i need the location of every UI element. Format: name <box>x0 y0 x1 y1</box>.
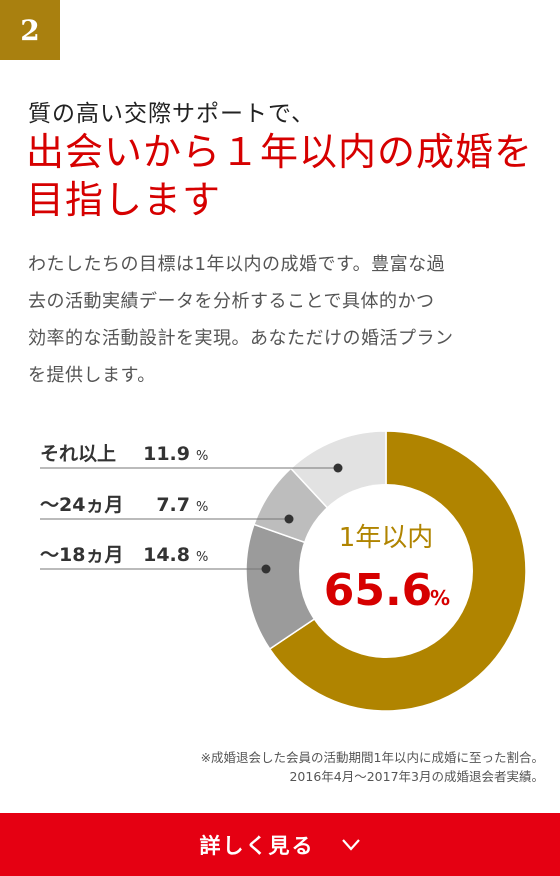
footnote-line: 2016年4月〜2017年3月の成婚退会者実績。 <box>289 769 544 784</box>
headline-line-2: 目指します <box>26 178 222 222</box>
description-line: わたしたちの目標は1年以内の成婚です。豊富な過 <box>28 254 446 275</box>
legend-value: 7.7 <box>156 494 190 516</box>
leader-dot <box>261 564 271 574</box>
description-line: 効率的な活動設計を実現。あなただけの婚活プラン <box>28 328 454 349</box>
legend-value: 14.8 <box>143 544 190 566</box>
legend-label: 〜18ヵ月 <box>40 544 123 566</box>
footnote-line: ※成婚退会した会員の活動期間1年以内に成婚に至った割合。 <box>200 750 544 765</box>
details-button[interactable]: 詳しく見る <box>0 813 560 876</box>
center-unit: % <box>430 586 450 610</box>
lead-heading: 質の高い交際サポートで、 <box>28 101 316 127</box>
legend-unit: % <box>196 500 208 515</box>
leader-dot <box>284 514 294 524</box>
donut-hole <box>299 484 473 658</box>
donut-chart: それ以上 11.9 % 〜24ヵ月 7.7 % 〜18ヵ月 14.8 % 1年以… <box>40 430 527 712</box>
legend-label: 〜24ヵ月 <box>40 494 123 516</box>
details-button-label: 詳しく見る <box>199 833 315 858</box>
legend-value: 11.9 <box>143 443 190 465</box>
section-number: 2 <box>20 13 40 47</box>
legend-item: 〜18ヵ月 14.8 % <box>40 544 271 574</box>
description-line: を提供します。 <box>28 365 156 386</box>
center-value: 65.6 <box>324 565 433 616</box>
legend-item: 〜24ヵ月 7.7 % <box>40 494 294 524</box>
legend-unit: % <box>196 550 208 565</box>
leader-dot <box>333 463 343 473</box>
legend-item: それ以上 11.9 % <box>40 443 343 473</box>
section-number-badge: 2 <box>0 0 60 60</box>
main-headline: 出会いから１年以内の成婚を 目指します <box>26 128 533 224</box>
legend-label: それ以上 <box>40 443 116 465</box>
headline-line-1: 出会いから１年以内の成婚を <box>26 130 534 174</box>
chevron-down-icon <box>341 838 360 851</box>
legend-unit: % <box>196 449 208 464</box>
description: わたしたちの目標は1年以内の成婚です。豊富な過 去の活動実績データを分析すること… <box>28 246 536 394</box>
center-label: 1年以内 <box>339 523 434 553</box>
footnote: ※成婚退会した会員の活動期間1年以内に成婚に至った割合。 2016年4月〜201… <box>201 748 544 786</box>
description-line: 去の活動実績データを分析することで具体的かつ <box>28 291 435 312</box>
